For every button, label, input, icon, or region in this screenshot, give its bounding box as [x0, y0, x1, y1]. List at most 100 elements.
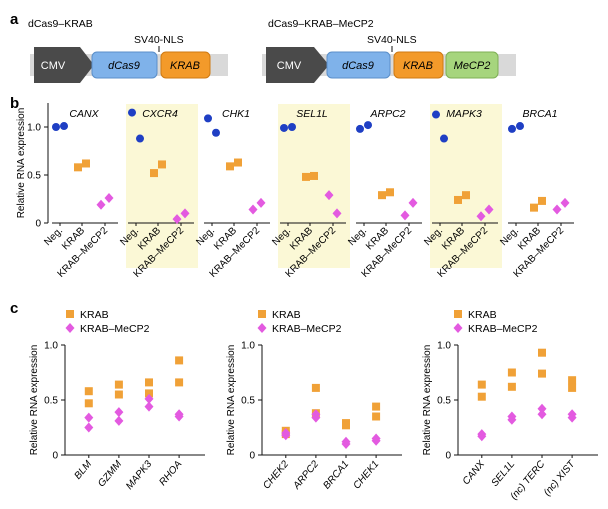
- panel-b-point-krab-mecp2: [560, 197, 570, 208]
- construct-krab-mecp2-dcas9-box: [326, 51, 391, 79]
- panel-c-point-krab: [507, 368, 516, 377]
- construct-krab-mecp2-krab-label: KRAB: [403, 60, 433, 72]
- legend-krab-swatch: [66, 310, 74, 318]
- construct-krab-dcas9-box: [91, 51, 158, 79]
- legend-krab-label: KRAB: [80, 309, 109, 321]
- panel-c-y-tick-label: 0.5: [44, 396, 58, 407]
- legend-krab-swatch: [454, 310, 462, 318]
- legend-krab-mecp2-label: KRAB–MeCP2: [272, 323, 342, 335]
- panel-b-point-krab-mecp2: [256, 197, 266, 208]
- panel-c-gene-label: ARPC2: [291, 459, 322, 493]
- panel-b-point-krab-mecp2: [248, 204, 258, 215]
- panel-c-legend: KRAB KRAB–MeCP2: [453, 309, 538, 335]
- legend-krab-mecp2-label: KRAB–MeCP2: [80, 323, 150, 335]
- panel-b-gene-title: CHK1: [222, 108, 250, 120]
- panel-c-legend: KRAB KRAB–MeCP2: [257, 309, 342, 335]
- panel-b-point-neg: [432, 110, 440, 119]
- panel-c-point-krab: [84, 399, 93, 408]
- panel-b-point-neg: [364, 121, 372, 130]
- panel-b-point-krab: [454, 195, 462, 204]
- panel-b-point-krab-mecp2: [324, 190, 334, 201]
- panel-b-gene-title: CXCR4: [142, 108, 178, 120]
- panel-c-point-krab-mecp2: [537, 409, 547, 420]
- panel-b-point-krab: [310, 171, 318, 180]
- panel-c-gene-label: BRCA1: [321, 459, 351, 492]
- panel-b-point-neg: [280, 123, 288, 132]
- panel-b-gene-title: MAPK3: [446, 108, 482, 120]
- legend-krab-mecp2-swatch: [257, 323, 267, 333]
- panel-b-point-neg: [516, 122, 524, 131]
- construct-krab-mecp2-cmv-label: CMV: [277, 60, 302, 72]
- panel-c-y-tick-label: 0.5: [241, 396, 255, 407]
- panel-b-point-neg: [128, 108, 136, 117]
- legend-krab-label: KRAB: [272, 309, 301, 321]
- panel-c-gene-label: GZMM: [96, 458, 124, 489]
- construct-krab-cmv-promoter: [34, 47, 94, 83]
- panel-b-point-krab: [158, 160, 166, 169]
- panel-c-y-tick-label: 0: [52, 451, 58, 462]
- panel-c-y-tick-label: 0.5: [437, 396, 451, 407]
- panel-c-y-tick-label: 1.0: [44, 341, 58, 352]
- legend-krab-mecp2-swatch: [65, 323, 75, 333]
- panel-c-y-axis-label: Relative RNA expression: [226, 345, 237, 456]
- legend-krab-swatch: [258, 310, 266, 318]
- panel-c-chart: KRAB KRAB–MeCP2 0 0.5 1.0 Relative RNA expres…: [29, 309, 598, 502]
- panel-c-y-axis-label: Relative RNA expression: [422, 345, 433, 456]
- panel-c-point-krab: [507, 382, 516, 391]
- panel-b-gene-title: SEL1L: [296, 108, 328, 120]
- panel-c-gene-chek1: CHEK1: [352, 402, 382, 492]
- panel-b-highlight-band: [126, 104, 198, 268]
- panel-c-y-tick-label: 0: [445, 451, 451, 462]
- panel-c-point-krab: [311, 383, 320, 392]
- panel-c-y-tick-label: 1.0: [241, 341, 255, 352]
- panel-c-gene-gzmm: GZMM: [96, 380, 125, 489]
- panel-b-point-krab: [530, 203, 538, 212]
- panel-b-point-krab-mecp2: [180, 208, 190, 219]
- construct-krab-mecp2-cmv-promoter: [266, 47, 329, 83]
- panel-b-point-krab-mecp2: [408, 197, 418, 208]
- panel-c-gene-label: CHEK1: [352, 459, 382, 492]
- construct-krab-mecp2-nls-label: SV40-NLS: [367, 34, 417, 46]
- panel-b-highlight-band: [278, 104, 350, 268]
- panel-b-point-neg: [508, 124, 516, 133]
- panel-b-point-neg: [356, 124, 364, 133]
- panel-c-point-krab-mecp2: [84, 422, 94, 433]
- panel-c-point-krab-mecp2: [371, 435, 381, 446]
- panel-c-point-krab-mecp2: [144, 393, 154, 404]
- construct-krab-cmv-label: CMV: [41, 60, 66, 72]
- panel-b-y-tick-label: 0: [35, 219, 41, 230]
- panel-b-point-krab-mecp2: [96, 199, 106, 210]
- panel-b-point-neg: [288, 123, 296, 131]
- panel-b-gene-title: CANX: [69, 108, 99, 120]
- panel-c-point-krab: [145, 378, 153, 387]
- panel-c-point-krab: [114, 380, 123, 389]
- construct-krab-nls-label: SV40-NLS: [134, 34, 184, 46]
- panel-b-point-krab-mecp2: [484, 204, 494, 215]
- panel-b-point-neg: [204, 114, 212, 123]
- panel-c-point-krab-mecp2: [114, 407, 124, 418]
- panel-c-gene-chek2: CHEK2: [261, 426, 291, 491]
- panel-c-point-krab: [538, 369, 546, 378]
- panel-c-point-krab: [372, 412, 381, 421]
- panel-c-gene-label: MAPK3: [124, 459, 154, 492]
- panel-b-point-krab: [74, 163, 82, 172]
- legend-krab-label: KRAB: [468, 309, 497, 321]
- panel-c-point-krab-mecp2: [174, 411, 184, 422]
- panel-c-point-krab-mecp2: [341, 439, 351, 449]
- panel-b-point-krab-mecp2: [400, 210, 410, 221]
- panel-c-gene-label: SEL1L: [489, 459, 517, 489]
- panel-c-point-krab-mecp2: [537, 403, 547, 414]
- panel-c-gene-canx: CANX: [461, 380, 487, 488]
- panel-c-point-krab: [568, 376, 577, 385]
- panel-c-gene-label: CANX: [461, 459, 487, 488]
- panel-c-gene-nc-xist: (nc) XIST: [542, 376, 578, 498]
- panel-c-point-krab-mecp2: [114, 415, 124, 426]
- panel-b-y-axis-label: Relative RNA expression: [16, 108, 27, 219]
- panel-c-gene-label: BLM: [72, 458, 94, 481]
